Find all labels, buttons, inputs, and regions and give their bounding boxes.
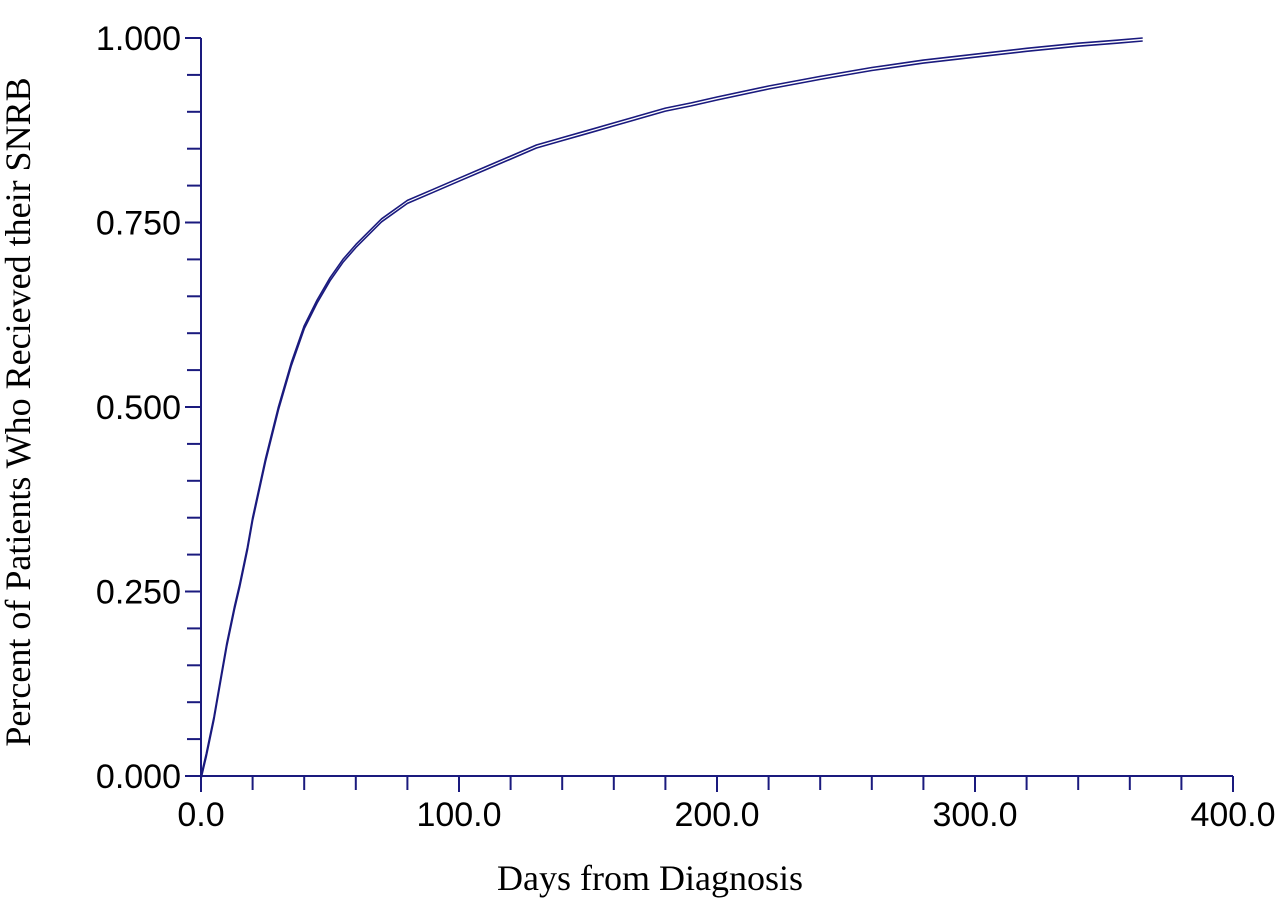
y-tick-label: 0.250 — [96, 574, 181, 612]
x-axis-ticks: 0.0 100.0 200.0 300.0 400.0 — [177, 776, 1276, 834]
y-tick-label: 0.500 — [96, 389, 181, 427]
x-tick-label: 100.0 — [416, 796, 501, 834]
y-tick-label: 0.000 — [96, 758, 181, 796]
axes — [200, 38, 1233, 777]
y-tick-label: 1.000 — [96, 20, 181, 58]
x-tick-label: 400.0 — [1190, 796, 1275, 834]
y-axis-ticks: 0.000 0.250 0.500 0.750 1.000 — [96, 20, 201, 796]
series-line — [200, 37, 1143, 777]
series-layer — [200, 37, 1143, 780]
series-line-lower — [200, 40, 1143, 780]
x-tick-label: 0.0 — [177, 796, 224, 834]
x-tick-label: 200.0 — [674, 796, 759, 834]
y-tick-label: 0.750 — [96, 205, 181, 243]
x-axis-label: Days from Diagnosis — [497, 858, 803, 898]
y-axis-label: Percent of Patients Who Recieved their S… — [0, 77, 38, 746]
x-tick-label: 300.0 — [932, 796, 1017, 834]
